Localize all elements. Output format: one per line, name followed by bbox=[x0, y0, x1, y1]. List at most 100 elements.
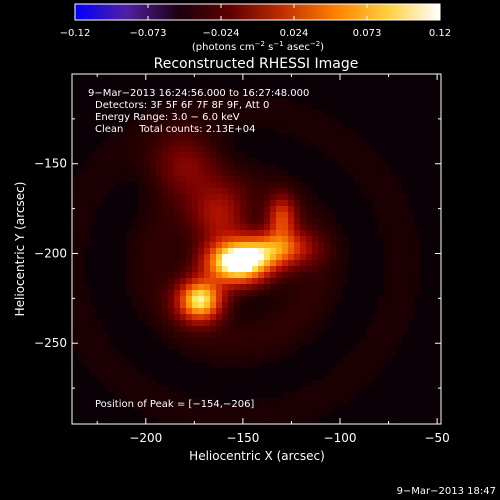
heatmap-cell bbox=[114, 176, 121, 183]
heatmap-cell bbox=[318, 386, 325, 393]
heatmap-cell bbox=[84, 182, 91, 189]
heatmap-cell bbox=[390, 302, 397, 309]
heatmap-cell bbox=[210, 170, 217, 177]
heatmap-cell bbox=[300, 200, 307, 207]
heatmap-cell bbox=[270, 266, 277, 273]
heatmap-cell bbox=[174, 140, 181, 147]
heatmap-cell bbox=[192, 212, 199, 219]
heatmap-cell bbox=[384, 248, 391, 255]
heatmap-cell bbox=[192, 182, 199, 189]
heatmap-cell bbox=[294, 200, 301, 207]
heatmap-cell bbox=[288, 176, 295, 183]
heatmap-cell bbox=[168, 122, 175, 129]
heatmap-cell bbox=[294, 128, 301, 135]
heatmap-cell bbox=[168, 224, 175, 231]
heatmap-cell bbox=[186, 134, 193, 141]
heatmap-cell bbox=[198, 416, 205, 423]
heatmap-cell bbox=[168, 182, 175, 189]
heatmap-cell bbox=[132, 158, 139, 165]
heatmap-cell bbox=[168, 290, 175, 297]
heatmap-cell bbox=[372, 362, 379, 369]
heatmap-cell bbox=[234, 278, 241, 285]
heatmap-cell bbox=[306, 320, 313, 327]
heatmap-cell bbox=[360, 182, 367, 189]
heatmap-cell bbox=[384, 164, 391, 171]
heatmap-cell bbox=[270, 356, 277, 363]
heatmap-cell bbox=[276, 296, 283, 303]
heatmap-cell bbox=[330, 284, 337, 291]
heatmap-cell bbox=[84, 224, 91, 231]
heatmap-cell bbox=[78, 314, 85, 321]
heatmap-cell bbox=[210, 152, 217, 159]
heatmap-cell bbox=[210, 260, 217, 267]
heatmap-cell bbox=[78, 194, 85, 201]
heatmap-cell bbox=[276, 320, 283, 327]
heatmap-cell bbox=[270, 326, 277, 333]
heatmap-cell bbox=[336, 128, 343, 135]
heatmap-cell bbox=[192, 146, 199, 153]
heatmap-cell bbox=[216, 128, 223, 135]
heatmap-cell bbox=[252, 422, 259, 424]
heatmap-cell bbox=[276, 260, 283, 267]
heatmap-cell bbox=[150, 128, 157, 135]
heatmap-cell bbox=[264, 248, 271, 255]
heatmap-cell bbox=[108, 158, 115, 165]
heatmap-cell bbox=[186, 128, 193, 135]
heatmap-cell bbox=[306, 290, 313, 297]
heatmap-cell bbox=[276, 212, 283, 219]
heatmap-cell bbox=[228, 266, 235, 273]
heatmap-cell bbox=[408, 242, 415, 249]
heatmap-cell bbox=[84, 242, 91, 249]
heatmap-cell bbox=[300, 308, 307, 315]
heatmap-cell bbox=[240, 176, 247, 183]
heatmap-cell bbox=[282, 122, 289, 129]
heatmap-cell bbox=[204, 278, 211, 285]
heatmap-cell bbox=[126, 236, 133, 243]
heatmap-cell bbox=[402, 314, 409, 321]
heatmap-cell bbox=[288, 320, 295, 327]
heatmap-cell bbox=[234, 170, 241, 177]
heatmap-cell bbox=[252, 416, 259, 423]
heatmap-cell bbox=[162, 116, 169, 123]
heatmap-cell bbox=[282, 416, 289, 423]
heatmap-cell bbox=[156, 386, 163, 393]
heatmap-cell bbox=[144, 182, 151, 189]
heatmap-cell bbox=[180, 128, 187, 135]
heatmap-cell bbox=[162, 308, 169, 315]
heatmap-cell bbox=[222, 212, 229, 219]
heatmap-cell bbox=[330, 266, 337, 273]
heatmap-cell bbox=[192, 140, 199, 147]
heatmap-cell bbox=[246, 296, 253, 303]
heatmap-cell bbox=[174, 290, 181, 297]
heatmap-cell bbox=[216, 332, 223, 339]
heatmap-cell bbox=[72, 338, 79, 345]
heatmap-cell bbox=[186, 320, 193, 327]
heatmap-cell bbox=[312, 254, 319, 261]
heatmap-cell bbox=[150, 326, 157, 333]
heatmap-cell bbox=[150, 146, 157, 153]
heatmap-cell bbox=[174, 104, 181, 111]
heatmap-cell bbox=[408, 284, 415, 291]
heatmap-cell bbox=[174, 404, 181, 411]
heatmap-cell bbox=[234, 182, 241, 189]
heatmap-cell bbox=[294, 104, 301, 111]
heatmap-cell bbox=[174, 146, 181, 153]
heatmap-cell bbox=[210, 194, 217, 201]
heatmap-cell bbox=[288, 116, 295, 123]
heatmap-cell bbox=[324, 254, 331, 261]
heatmap-cell bbox=[168, 248, 175, 255]
heatmap-cell bbox=[150, 116, 157, 123]
heatmap-cell bbox=[96, 200, 103, 207]
heatmap-cell bbox=[252, 278, 259, 285]
heatmap-cell bbox=[132, 128, 139, 135]
heatmap-cell bbox=[318, 278, 325, 285]
heatmap-cell bbox=[192, 308, 199, 315]
heatmap-cell bbox=[264, 356, 271, 363]
heatmap-cell bbox=[354, 380, 361, 387]
heatmap-cell bbox=[150, 176, 157, 183]
heatmap-cell bbox=[300, 410, 307, 417]
colorbar-tick-label: 0.024 bbox=[280, 28, 309, 39]
heatmap-cell bbox=[216, 98, 223, 105]
heatmap-cell bbox=[192, 176, 199, 183]
heatmap-cell bbox=[180, 338, 187, 345]
